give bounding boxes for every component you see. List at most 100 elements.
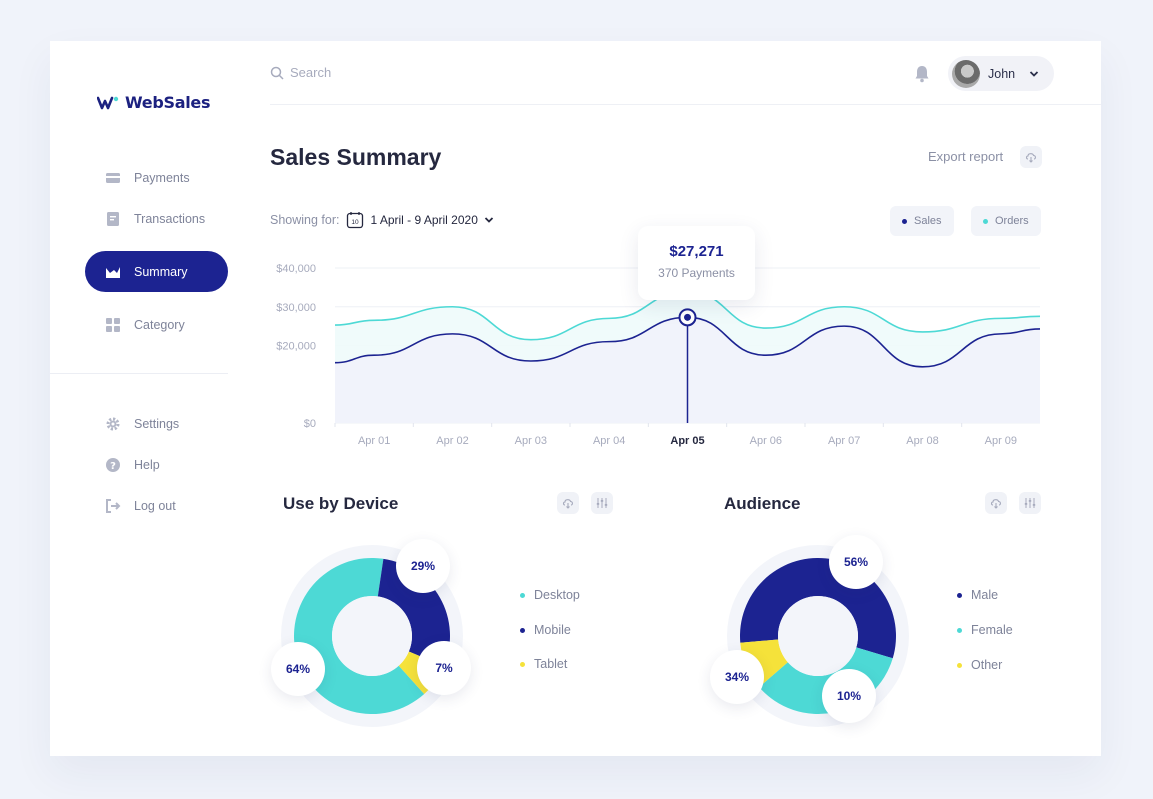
male-percent-label: 56% [829, 535, 883, 589]
logout-icon [106, 498, 121, 513]
tooltip-subtitle: 370 Payments [658, 266, 735, 280]
audience-download-button[interactable] [985, 492, 1007, 514]
sidebar-item-category[interactable]: Category [85, 304, 228, 345]
y-tick-label: $30,000 [276, 302, 316, 314]
logo-mark-icon [97, 96, 119, 109]
legend-male-label: Male [971, 588, 999, 602]
help-icon: ? [106, 457, 120, 472]
x-tick-label: Apr 08 [906, 435, 938, 447]
legend-sales[interactable]: Sales [890, 206, 954, 236]
x-tick-label: Apr 07 [828, 435, 860, 447]
sidebar-item-label: Summary [134, 264, 188, 279]
legend-orders[interactable]: Orders [971, 206, 1041, 236]
brand-name: WebSales [125, 93, 211, 112]
sliders-icon [596, 498, 608, 508]
legend-mobile-label: Mobile [534, 623, 571, 637]
svg-text:?: ? [110, 461, 116, 472]
legend-other-label: Other [971, 658, 1003, 672]
card-icon [106, 172, 120, 183]
legend-mobile: Mobile [520, 623, 571, 637]
device-section-title: Use by Device [283, 494, 399, 513]
legend-other: Other [957, 658, 1002, 672]
sidebar-item-transactions[interactable]: Transactions [85, 198, 228, 239]
tablet-dot [520, 661, 525, 667]
date-filter: Showing for: 10 1 April - 9 April 2020 [270, 211, 494, 229]
tablet-percent-label: 7% [417, 641, 471, 695]
cloud-download-icon [562, 499, 573, 509]
y-tick-label: $40,000 [276, 263, 316, 275]
chevron-down-icon [1029, 70, 1039, 77]
legend-male: Male [957, 588, 998, 602]
sidebar-item-summary[interactable]: Summary [85, 251, 228, 292]
sidebar-item-payments[interactable]: Payments [85, 157, 228, 198]
search-placeholder: Search [290, 65, 332, 80]
highlight-point-inner [684, 313, 691, 321]
audience-donut-chart [727, 545, 909, 727]
legend-desktop: Desktop [520, 588, 580, 602]
female-dot [957, 627, 962, 633]
cloud-download-icon [1025, 153, 1036, 163]
x-tick-label: Apr 04 [593, 435, 625, 447]
x-tick-label: Apr 02 [436, 435, 468, 447]
legend-sales-label: Sales [914, 215, 942, 227]
chart-icon [106, 266, 120, 278]
search-icon [270, 66, 284, 80]
x-tick-label: Apr 03 [515, 435, 547, 447]
sidebar-divider [50, 373, 228, 374]
sidebar-item-label: Category [134, 317, 185, 332]
x-tick-label: Apr 05 [670, 435, 704, 447]
export-report-link[interactable]: Export report [928, 149, 1004, 164]
showing-label: Showing for: [270, 213, 340, 227]
bell-icon[interactable] [914, 65, 930, 83]
male-dot [957, 592, 962, 598]
legend-tablet: Tablet [520, 657, 567, 671]
donut-slice-mobile[interactable] [377, 558, 450, 667]
cloud-download-icon [990, 499, 1001, 509]
grid-icon [106, 317, 120, 332]
topbar-divider [270, 104, 1101, 105]
chevron-down-icon [484, 217, 494, 223]
other-percent-label: 10% [822, 669, 876, 723]
user-name: John [988, 66, 1016, 81]
sidebar-item-label: Help [134, 457, 160, 472]
chart-tooltip: $27,271 370 Payments [638, 226, 755, 300]
search-input[interactable]: Search [270, 65, 331, 80]
page-title: Sales Summary [270, 144, 442, 170]
sidebar-item-label: Payments [134, 170, 190, 185]
x-tick-label: Apr 01 [358, 435, 390, 447]
avatar [952, 59, 980, 88]
document-icon [107, 211, 119, 226]
gear-icon [106, 417, 120, 430]
sidebar-item-settings[interactable]: Settings [85, 403, 228, 444]
sidebar-item-label: Transactions [134, 211, 206, 226]
legend-female: Female [957, 623, 1013, 637]
dashboard-card: WebSales Payments Transactions Summary C… [50, 41, 1101, 756]
mobile-percent-label: 29% [396, 539, 450, 593]
other-dot [957, 662, 962, 668]
device-filter-button[interactable] [591, 492, 613, 514]
donut-hole [332, 596, 412, 676]
legend-tablet-label: Tablet [534, 657, 568, 671]
brand-logo[interactable]: WebSales [97, 93, 210, 112]
audience-section-title: Audience [724, 494, 801, 513]
x-tick-label: Apr 06 [750, 435, 782, 447]
calendar-day: 10 [352, 219, 360, 226]
mobile-dot [520, 627, 525, 633]
sidebar-item-logout[interactable]: Log out [85, 485, 228, 526]
sidebar-item-label: Settings [134, 416, 180, 431]
donut-hole [778, 596, 858, 676]
desktop-dot [520, 592, 525, 598]
device-download-button[interactable] [557, 492, 579, 514]
sidebar-item-help[interactable]: ? Help [85, 444, 228, 485]
date-range-picker[interactable]: 10 1 April - 9 April 2020 [346, 211, 494, 229]
desktop-percent-label: 64% [271, 642, 325, 696]
audience-filter-button[interactable] [1019, 492, 1041, 514]
sliders-icon [1024, 498, 1036, 508]
export-download-button[interactable] [1020, 146, 1042, 168]
legend-orders-label: Orders [995, 215, 1029, 227]
orders-dot [983, 218, 988, 224]
user-menu[interactable]: John [948, 56, 1054, 91]
legend-desktop-label: Desktop [534, 588, 580, 602]
y-tick-label: $0 [304, 418, 316, 430]
donut-slice-desktop[interactable] [294, 558, 425, 714]
